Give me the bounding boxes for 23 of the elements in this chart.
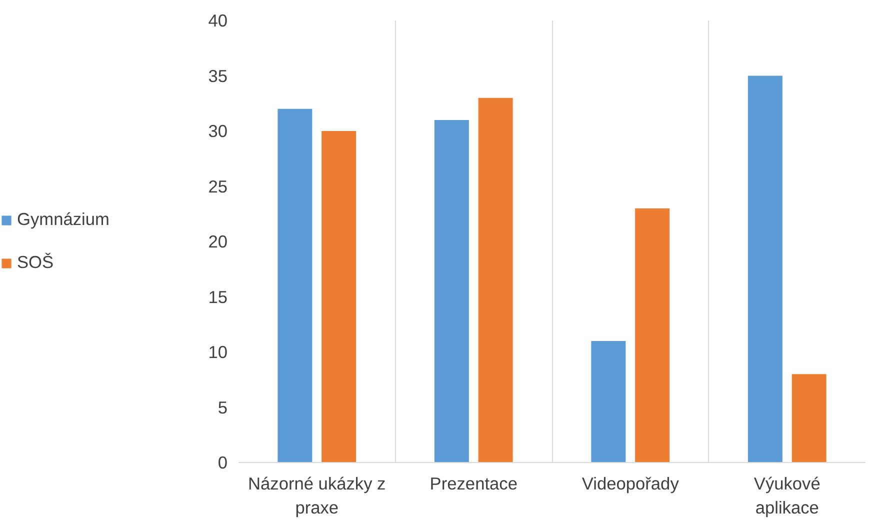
y-tick-label: 25 (208, 176, 228, 196)
bar (478, 98, 513, 462)
y-tick-label: 30 (208, 121, 228, 141)
bar (278, 108, 312, 462)
y-tick-label: 15 (208, 286, 228, 307)
x-tick-label: Videopořady (582, 474, 680, 494)
bar (635, 208, 670, 462)
bar (434, 120, 469, 462)
x-tick-label: Prezentace (430, 474, 518, 494)
x-tick-label: Názorné ukázky z praxe (248, 474, 386, 518)
y-tick-label: 40 (208, 10, 228, 30)
legend-label: Gymnázium (17, 209, 110, 230)
bar (591, 340, 626, 462)
bar (322, 131, 356, 462)
x-tick-label: Výukové aplikace (754, 474, 820, 518)
legend-label: SOŠ (17, 252, 54, 273)
y-tick-label: 0 (218, 452, 228, 472)
y-tick-label: 35 (208, 66, 228, 86)
y-tick-label: 20 (208, 232, 228, 252)
y-tick-label: 10 (208, 342, 228, 362)
bar (792, 374, 826, 462)
y-tick-label: 5 (218, 397, 228, 418)
bar (748, 76, 782, 462)
